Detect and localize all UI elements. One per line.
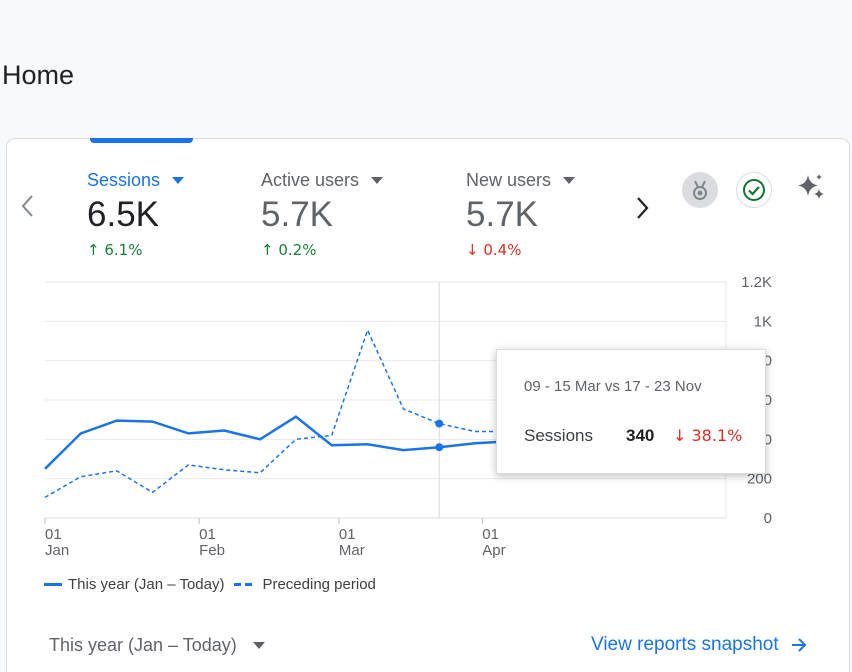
y-tick-label: 0 [764,510,772,527]
date-range-select[interactable]: This year (Jan – Today) [49,635,265,656]
x-tick-label-day: 01 [339,526,356,543]
medal-icon[interactable] [682,172,718,208]
arrow-right-icon [791,638,807,652]
series-preceding-period-point [435,419,444,428]
page-title: Home [2,60,75,90]
x-tick-label-month: Jan [45,542,69,559]
x-tick-label-day: 01 [199,526,216,543]
metric-sessions-value: 6.5K [87,195,159,234]
arrow-up-icon: ↑ [87,241,100,259]
chevron-down-icon[interactable] [172,177,185,184]
metric-sessions-change: ↑ 6.1% [87,241,143,259]
metric-active-users-change: ↑ 0.2% [261,241,317,259]
series-preceding-period-line [44,328,727,499]
y-tick-label: 1K [754,313,772,330]
sparkle-icon[interactable] [793,170,829,206]
active-tab-indicator [90,138,193,143]
x-tick-label-month: Apr [482,542,505,559]
series-this-year-point [435,443,444,452]
chevron-down-icon[interactable] [563,177,576,184]
chevron-left-icon[interactable] [18,192,38,224]
metric-active-users[interactable]: Active users 5.7K ↑ 0.2% [261,170,384,259]
y-tick-label: 1.2K [741,274,772,291]
y-tick-label: 200 [747,471,772,488]
x-tick-label-day: 01 [482,526,499,543]
legend-dashed-line-swatch [234,583,257,586]
arrow-down-icon: ↓ [673,426,687,445]
view-reports-snapshot-label: View reports snapshot [591,634,779,655]
metric-new-users-change: ↓ 0.4% [466,241,522,259]
metric-active-users-value: 5.7K [261,195,333,234]
x-tick-label-month: Mar [339,542,365,559]
tooltip-metric-label: Sessions [524,426,593,445]
chart-tooltip: 09 - 15 Mar vs 17 - 23 Nov Sessions 340 … [496,349,766,474]
legend-this-year: This year (Jan – Today) [68,576,225,593]
x-tick-label-day: 01 [45,526,62,543]
legend-preceding-period: Preceding period [262,576,376,593]
metric-active-users-label: Active users [261,170,360,190]
tooltip-metric-value: 340 [626,426,655,445]
tooltip-date-range: 09 - 15 Mar vs 17 - 23 Nov [524,378,702,395]
tooltip-change: ↓ 38.1% [673,426,743,445]
metric-new-users-value: 5.7K [466,195,538,234]
chart-legend: This year (Jan – Today) Preceding period [44,576,376,593]
chevron-right-icon[interactable] [632,194,652,226]
view-reports-snapshot-link[interactable]: View reports snapshot [591,634,809,656]
arrow-up-icon: ↑ [261,241,274,259]
chevron-down-icon[interactable] [252,642,265,649]
metric-new-users[interactable]: New users 5.7K ↓ 0.4% [466,170,576,259]
arrow-down-icon: ↓ [466,241,479,259]
metric-sessions[interactable]: Sessions 6.5K ↑ 6.1% [87,170,185,259]
legend-solid-line-swatch [44,583,62,586]
metric-new-users-label: New users [466,170,552,190]
chevron-down-icon[interactable] [371,177,384,184]
check-circle-icon[interactable] [736,172,772,208]
x-tick-label-month: Feb [199,542,225,559]
metric-sessions-label: Sessions [87,170,161,190]
date-range-select-label: This year (Jan – Today) [49,635,237,655]
